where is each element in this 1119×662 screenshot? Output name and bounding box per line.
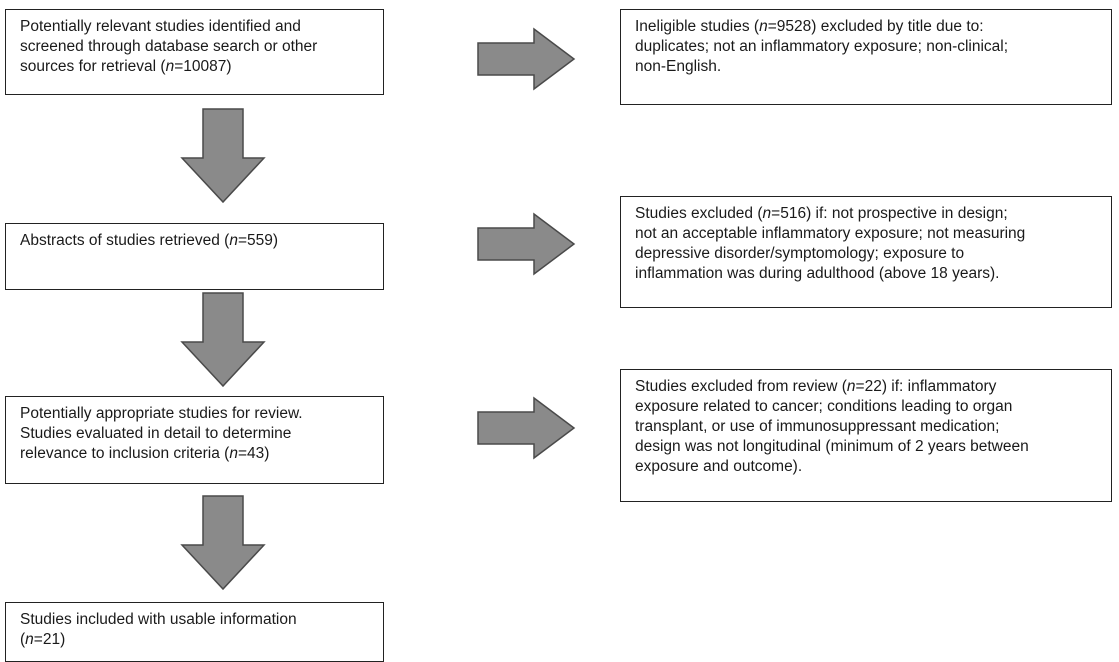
box-included: Studies included with usable information… [5,602,384,662]
arrow-right-icon [476,396,576,460]
arrow-down-icon [180,495,266,591]
box-line: transplant, or use of immunosuppressant … [635,418,1000,435]
box-line: Potentially relevant studies identified … [20,18,301,35]
box-line: duplicates; not an inflammatory exposure… [635,38,1009,55]
box-line: Ineligible studies (n=9528) excluded by … [635,18,984,35]
arrow-right-icon [476,212,576,276]
box-line: screened through database search or othe… [20,38,318,55]
box-line: depressive disorder/symptomology; exposu… [635,245,965,262]
box-line: Studies excluded (n=516) if: not prospec… [635,205,1008,222]
box-excluded-abstracts: Studies excluded (n=516) if: not prospec… [620,196,1112,308]
box-line: sources for retrieval (n=10087) [20,58,232,75]
box-line: relevance to inclusion criteria (n=43) [20,445,270,462]
box-line: Potentially appropriate studies for revi… [20,405,303,422]
box-line: Abstracts of studies retrieved (n=559) [20,232,279,249]
box-ineligible: Ineligible studies (n=9528) excluded by … [620,9,1112,105]
box-line: non-English. [635,58,722,75]
box-line: exposure and outcome). [635,458,803,475]
box-line: (n=21) [20,631,66,648]
box-line: Studies excluded from review (n=22) if: … [635,378,997,395]
arrow-down-icon [180,108,266,204]
box-line: Studies included with usable information [20,611,297,628]
box-abstracts: Abstracts of studies retrieved (n=559) [5,223,384,290]
box-identified: Potentially relevant studies identified … [5,9,384,95]
box-excluded-review: Studies excluded from review (n=22) if: … [620,369,1112,502]
box-line: not an acceptable inflammatory exposure;… [635,225,1026,242]
box-line: inflammation was during adulthood (above… [635,265,1000,282]
arrow-right-icon [476,27,576,91]
arrow-down-icon [180,292,266,388]
box-line: Studies evaluated in detail to determine [20,425,292,442]
box-appropriate: Potentially appropriate studies for revi… [5,396,384,484]
box-line: exposure related to cancer; conditions l… [635,398,1013,415]
box-line: design was not longitudinal (minimum of … [635,438,1029,455]
